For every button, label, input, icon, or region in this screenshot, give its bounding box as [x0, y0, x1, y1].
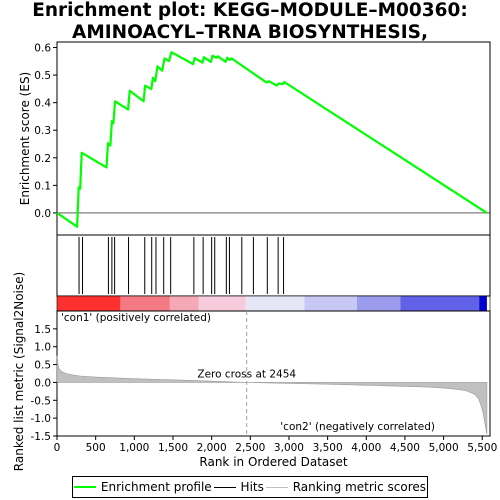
legend-label-enrichment: Enrichment profile: [100, 480, 212, 494]
metric-ytick-label: -0.5: [31, 395, 52, 407]
hits-panel: [56, 234, 491, 312]
positive-correlation-label: 'con1' (positively correlated): [61, 312, 211, 324]
legend-item-enrichment: Enrichment profile: [73, 480, 212, 494]
ranking-line-swatch: [265, 486, 288, 488]
es-ytick-label: 0.5: [34, 70, 51, 82]
rank-bar-segment: [245, 296, 305, 311]
metric-xtick-label: 4,000: [351, 442, 381, 454]
enrichment-line-swatch: [73, 486, 96, 488]
metric-xtick-label: 2,000: [197, 442, 227, 454]
metric-ytick-label: -1.5: [31, 431, 52, 443]
rank-bar-segment: [57, 296, 121, 311]
metric-ylabel: Ranked list metric (Signal2Noise): [12, 272, 26, 471]
metric-ytick-label: 1.5: [34, 324, 51, 336]
metric-xtick-label: 1,000: [119, 442, 149, 454]
es-ytick-label: 0.6: [34, 43, 51, 55]
rank-bar-segment: [357, 296, 401, 311]
chart-title-line-1: Enrichment plot: KEGG–MODULE–M00360:: [32, 0, 468, 21]
metric-ytick-label: 0.0: [34, 377, 51, 389]
metric-xtick-label: 3,000: [274, 442, 304, 454]
metric-xtick-label: 0: [54, 442, 61, 454]
ranked-metric-panel: Zero cross at 2454 'con1' (positively cor…: [31, 310, 497, 454]
rank-bar-segment: [120, 296, 170, 311]
metric-xtick-label: 4,500: [390, 442, 420, 454]
metric-ytick-label: 1.0: [34, 342, 51, 354]
legend-label-ranking: Ranking metric scores: [292, 480, 427, 494]
rank-bar-segment: [479, 296, 487, 311]
metric-xtick-label: 500: [86, 442, 106, 454]
negative-correlation-label: 'con2' (negatively correlated): [280, 421, 435, 433]
axes-labels: Enrichment score (ES) Ranked list metric …: [12, 72, 348, 471]
metric-ytick-label: -1.0: [31, 413, 52, 425]
metric-xtick-label: 5,000: [429, 442, 459, 454]
legend-item-ranking: Ranking metric scores: [265, 480, 427, 494]
metric-xtick-label: 5,500: [467, 442, 497, 454]
legend: Enrichment profile Hits Ranking metric s…: [72, 476, 428, 498]
zero-cross-label: Zero cross at 2454: [197, 368, 296, 380]
es-frame: [56, 41, 491, 236]
rank-bar-segment: [304, 296, 358, 311]
metric-xtick-label: 1,500: [158, 442, 188, 454]
es-ytick-label: 0.2: [34, 153, 51, 165]
enrichment-profile-line: [56, 51, 488, 228]
metric-xtick-label: 2,500: [235, 442, 265, 454]
es-ylabel: Enrichment score (ES): [18, 72, 32, 205]
rank-bar-segment: [400, 296, 480, 311]
hits-line-swatch: [213, 486, 236, 488]
es-ytick-label: 0.4: [34, 98, 51, 110]
es-ytick-label: 0.0: [34, 208, 51, 220]
metric-xlabel: Rank in Ordered Dataset: [199, 455, 347, 469]
ranking-metric-area: [56, 355, 488, 435]
legend-label-hits: Hits: [240, 480, 264, 494]
enrichment-score-panel: 0.0 0.1 0.2 0.3 0.4 0.5 0.6: [34, 41, 491, 236]
hits-frame: [56, 234, 491, 297]
rank-bar-segment: [198, 296, 246, 311]
legend-item-hits: Hits: [213, 480, 264, 494]
es-ytick-label: 0.3: [34, 125, 51, 137]
metric-xtick-label: 3,500: [313, 442, 343, 454]
metric-frame: [56, 310, 491, 437]
rank-bar-segment: [169, 296, 199, 311]
metric-ytick-label: 0.5: [34, 360, 51, 372]
es-ytick-label: 0.1: [34, 180, 51, 192]
